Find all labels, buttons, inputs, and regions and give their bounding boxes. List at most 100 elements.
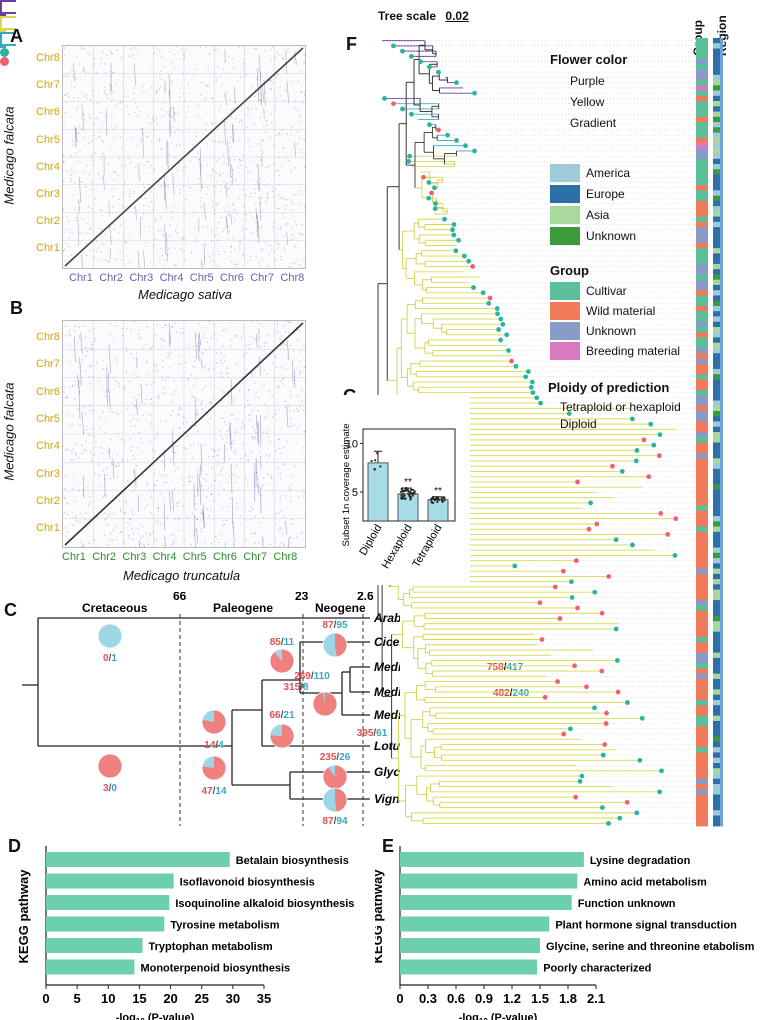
legend-ploidy-dot-1 [0,48,9,57]
pie-label-7: 87/95 [322,620,347,631]
dotplot-b-ychr-5: Chr4 [36,440,60,453]
dotplot-a-xchr-7: Chr7 [250,272,275,284]
legend-flower-swatch-3 [0,32,16,46]
pie-loss-2: 0 [111,783,117,794]
dotplot-b-xchr-6: Chr6 [213,551,237,563]
legend-region-swatch-2 [550,185,580,203]
kegg-d-bar-3 [46,895,170,910]
dotplot-a-xchr-5: Chr5 [189,272,214,284]
kegg-d-bar-label-4: Tyrosine metabolism [170,920,279,932]
pie-gain-3: 14 [204,740,216,751]
dotplot-a [62,45,307,269]
kegg-d-bar-label-1: Betalain biosynthesis [236,855,349,867]
kegg-e-tick-6: 1.5 [531,991,549,1006]
dotplot-diagonal [64,47,304,267]
sativa-gain: 758 [487,662,504,673]
legend-flower-swatch-2 [0,16,16,30]
coverage-cat-1: Diploid [357,523,384,558]
pie-loss-6: 21 [283,710,295,721]
kegg-chart-d: Betalain biosynthesis Isoflavonoid biosyn… [16,846,354,1020]
legend-region-swatch-3 [550,206,580,224]
kegg-e-bar-label-1: Lysine degradation [590,855,691,867]
time-23: 23 [295,592,309,603]
kegg-e-bar-1 [400,852,584,867]
pie-label-6: 66/21 [269,710,294,721]
coverage-ylabel: Subset 1n coverage estimate [341,423,352,546]
kegg-e-bar-6 [400,959,538,975]
species-cicer: Cicer arietinum [374,635,400,649]
pie-loss-12: 94 [336,816,348,827]
dotplot-b-xchr-4: Chr4 [152,551,177,563]
dotplot-b-xchr-2: Chr2 [92,551,117,563]
kegg-d-bar-label-5: Tryptophan metabolism [149,941,273,953]
tree-scale-value: 0.02 [445,9,469,23]
legend-region-europe: Europe [586,187,625,201]
species-tree-pies: 0/1 3/0 14/4 47/14 85/11 66/21 87/95 269/110315… [97,620,388,827]
era-neogene: Neogene [315,601,366,615]
pie-gain-6: 66 [269,710,281,721]
phylo-tips [382,43,679,826]
panel-label-d: D [8,836,21,856]
dotplot-a-xchr-6: Chr6 [220,272,244,284]
species-vigna: Vigna radiata [374,792,400,806]
pie-label-9: 315/8 [283,682,308,693]
legend-region-asia: Asia [586,208,610,222]
dotplot-b-xchr-8: Chr8 [273,551,298,563]
kegg-e-bar-3 [400,895,572,910]
dotplot-b-xchr-5: Chr5 [182,551,207,563]
pie-loss-10: 61 [376,728,388,739]
legend-flower-stem-1 [0,14,6,16]
dotplot-b-canvas [63,321,307,548]
dotplot-a-ychr-4: Chr5 [36,133,60,146]
pie-label-2: 3/0 [103,783,117,794]
legend-region-america: America [586,166,631,180]
dotplot-a-ychr-7: Chr2 [36,215,60,228]
kegg-d-bar-1 [46,852,230,867]
kegg-d-ylabel: KEGG pathway [16,869,31,964]
species-arabidopsis: Arabidopsis thaliana [373,611,400,625]
pie-label-3: 14/4 [204,740,224,751]
dotplot-b-ychr-4: Chr5 [36,412,60,425]
dotplot-diagonal [64,322,304,546]
kegg-d-bar-6 [46,959,135,975]
pie-label-8: 269/110 [294,671,330,682]
kegg-e-tick-7: 1.8 [559,991,577,1006]
pie-loss-5: 11 [284,637,295,648]
dotplot-background-dots [63,46,307,269]
species-lotus: Lotus japonicus [374,739,400,753]
group-strip [696,38,708,827]
dotplot-b-xchr-3: Chr3 [122,551,147,563]
legend-group-swatch-2 [550,302,580,320]
panel-label-f: F [346,34,357,54]
dotplot-b-xlabel: Medicago truncatula [123,568,241,583]
dotplot-b [62,320,307,548]
dotplot-a-xchr-1: Chr1 [69,272,93,284]
dotplot-a-xchr-4: Chr4 [159,272,184,284]
pie-gain-4: 47 [201,786,213,797]
legend-flower-swatch-1 [0,0,16,14]
pie-loss-9: 8 [303,682,309,693]
panel-label-e: E [382,836,395,856]
legend-ploidy-title: Ploidy of prediction [548,380,670,395]
sativa-loss: 417 [506,662,524,673]
tree-scale: Tree scale 0.02 [378,9,469,23]
coverage-ytick-2: 10 [346,439,358,451]
coverage-cat-3: Tetraploid [410,523,444,570]
pie-label-4: 47/14 [201,786,226,797]
coverage-ytick-1: 5 [352,487,358,499]
species-sativa: Medicago sativa [374,660,400,674]
dotplot-b-xchr-1: Chr1 [62,551,86,563]
legend-group-title: Group [550,263,589,278]
panel-label-b: B [10,298,23,318]
kegg-e-tick-5: 1.2 [503,991,521,1006]
species-glycine: Glycine max [374,765,400,779]
coverage-bar-1 [367,462,389,522]
kegg-e-bar-label-5: Glycine, serine and threonine etabolism [546,941,755,953]
pie-loss-4: 14 [215,786,227,797]
dotplot-a-ychr-1: Chr8 [36,52,60,64]
legend-ploidy-2: Diploid [560,417,597,431]
kegg-d-tick-7: 30 [226,991,240,1006]
kegg-e-tick-2: 0.3 [419,991,437,1006]
pie-label-10: 395/61 [357,728,388,739]
kegg-d-bar-label-3: Isoquinoline alkaloid biosynthesis [175,898,354,910]
